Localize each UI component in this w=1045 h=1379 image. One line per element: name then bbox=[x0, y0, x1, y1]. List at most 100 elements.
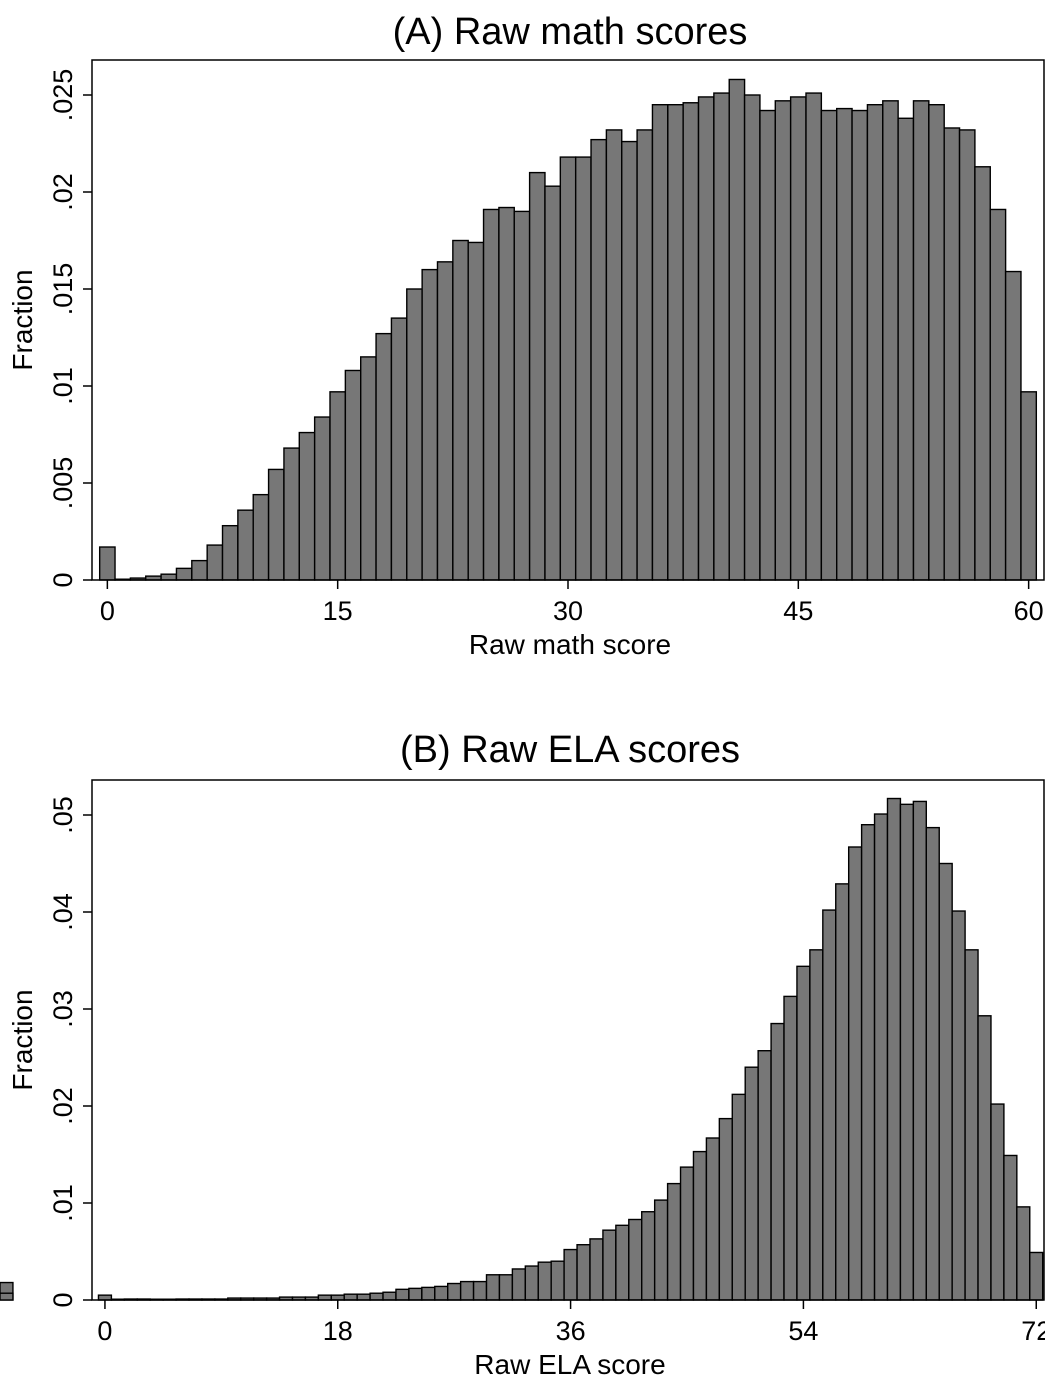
histogram-bar bbox=[605, 129, 623, 581]
y-ticks-ela: 0 .01 .02 .03 .04 .05 bbox=[48, 796, 92, 1308]
x-axis-label-math: Raw math score bbox=[469, 629, 671, 660]
histogram-bar bbox=[537, 1261, 552, 1301]
histogram-bar bbox=[482, 208, 500, 581]
x-tick-label: 45 bbox=[783, 596, 813, 626]
histogram-bar bbox=[809, 949, 824, 1301]
histogram-bar bbox=[550, 1260, 565, 1301]
histogram-bar bbox=[544, 185, 562, 581]
histogram-bar bbox=[713, 92, 730, 581]
histogram-bar bbox=[977, 1015, 992, 1301]
histogram-bar bbox=[743, 94, 761, 581]
x-tick-label: 15 bbox=[323, 596, 353, 626]
histogram-bar bbox=[928, 103, 945, 581]
histogram-bar bbox=[395, 1288, 410, 1301]
histogram-bar bbox=[682, 102, 700, 581]
histogram-bar bbox=[1004, 270, 1022, 581]
histogram-bar bbox=[237, 509, 254, 581]
histogram-bar bbox=[958, 129, 976, 581]
histogram-bar bbox=[421, 1286, 436, 1301]
histogram-bar bbox=[847, 846, 863, 1301]
histogram-bar bbox=[559, 156, 577, 581]
histogram-bar bbox=[636, 129, 654, 581]
histogram-bar bbox=[882, 100, 899, 581]
panel-math: (A) Raw math scores 0 15 30 45 60 0 .005 .01 .0… bbox=[7, 11, 1045, 660]
histogram-bar bbox=[434, 1285, 449, 1301]
plot-frame-math bbox=[91, 59, 1045, 581]
histogram-bar bbox=[191, 559, 208, 581]
histogram-bar bbox=[267, 468, 285, 581]
histogram-bar bbox=[744, 1066, 759, 1301]
histogram-bar bbox=[590, 138, 608, 581]
histogram-bar bbox=[511, 1268, 527, 1301]
histogram-bar bbox=[467, 241, 485, 581]
histogram-bar bbox=[705, 1137, 721, 1301]
x-ticks-ela: 0 18 36 54 72 bbox=[97, 1300, 1045, 1346]
histogram-bar bbox=[206, 544, 224, 581]
y-tick-label: 0 bbox=[48, 572, 78, 587]
histogram-bar bbox=[563, 1248, 578, 1301]
histogram-bar bbox=[783, 995, 798, 1301]
x-tick-label: 54 bbox=[788, 1316, 818, 1346]
x-ticks-math: 0 15 30 45 60 bbox=[100, 580, 1044, 626]
histogram-bar bbox=[990, 1103, 1005, 1301]
histogram-bar bbox=[759, 109, 776, 581]
histogram-bar bbox=[98, 546, 116, 581]
histogram-bar bbox=[866, 103, 884, 581]
x-tick-label: 72 bbox=[1021, 1316, 1045, 1346]
histogram-bar bbox=[951, 910, 966, 1301]
y-tick-label: .02 bbox=[48, 1087, 78, 1125]
panel-ela: (B) Raw ELA scores 0 18 36 54 72 0 .01 .02 .03.… bbox=[0, 729, 1045, 1379]
chart-title-math: (A) Raw math scores bbox=[393, 11, 748, 53]
histogram-bar bbox=[1016, 1206, 1031, 1301]
x-tick-label: 30 bbox=[553, 596, 583, 626]
chart-title-ela: (B) Raw ELA scores bbox=[400, 729, 740, 771]
histogram-bar bbox=[770, 1022, 785, 1301]
y-tick-label: .02 bbox=[48, 173, 78, 211]
histogram-bar bbox=[728, 78, 746, 581]
histogram-bar bbox=[436, 261, 454, 581]
histogram-bar bbox=[666, 1182, 682, 1301]
histogram-bar bbox=[390, 317, 408, 581]
histogram-bar bbox=[653, 1199, 669, 1301]
histogram-bar bbox=[498, 206, 515, 581]
x-tick-label: 36 bbox=[556, 1316, 586, 1346]
y-tick-label: .005 bbox=[48, 457, 78, 510]
histogram-bar bbox=[369, 1292, 384, 1301]
histogram-bar bbox=[628, 1218, 643, 1301]
y-axis-label-ela: Fraction bbox=[7, 989, 38, 1090]
histogram-bar bbox=[574, 156, 592, 581]
histogram-bar bbox=[897, 117, 915, 581]
histogram-bar bbox=[0, 1292, 14, 1301]
y-tick-label: .03 bbox=[48, 990, 78, 1028]
histogram-bar bbox=[692, 1150, 708, 1301]
histogram-bar bbox=[836, 107, 853, 581]
histogram-bar bbox=[459, 1280, 475, 1301]
y-tick-label: .01 bbox=[48, 1184, 78, 1222]
histogram-bar bbox=[1003, 1154, 1018, 1301]
histogram-bar bbox=[1029, 1251, 1044, 1301]
histogram-bar bbox=[485, 1274, 501, 1301]
histogram-bar bbox=[615, 1224, 630, 1301]
histogram-bar bbox=[789, 96, 807, 581]
x-axis-label-ela: Raw ELA score bbox=[474, 1349, 665, 1379]
histogram-bar bbox=[382, 1291, 397, 1301]
histogram-bar bbox=[375, 332, 393, 581]
histogram-bar bbox=[360, 356, 377, 581]
histogram-bar bbox=[899, 803, 915, 1301]
bars-ela bbox=[0, 797, 1044, 1301]
histogram-bar bbox=[964, 949, 979, 1301]
histogram-bar bbox=[925, 826, 940, 1301]
histogram-bar bbox=[498, 1274, 514, 1301]
histogram-bar bbox=[886, 797, 902, 1301]
bars-math bbox=[98, 78, 1038, 581]
histogram-bar bbox=[576, 1244, 591, 1301]
histogram-bar bbox=[513, 210, 531, 581]
histogram-bar bbox=[621, 140, 638, 581]
histogram-bar bbox=[252, 493, 270, 581]
histogram-bar bbox=[452, 239, 469, 581]
histogram-bar bbox=[1020, 391, 1038, 581]
histogram-bar bbox=[667, 103, 684, 581]
histogram-bar bbox=[447, 1282, 462, 1301]
histogram-bar bbox=[912, 100, 930, 581]
histogram-bar bbox=[974, 166, 991, 581]
